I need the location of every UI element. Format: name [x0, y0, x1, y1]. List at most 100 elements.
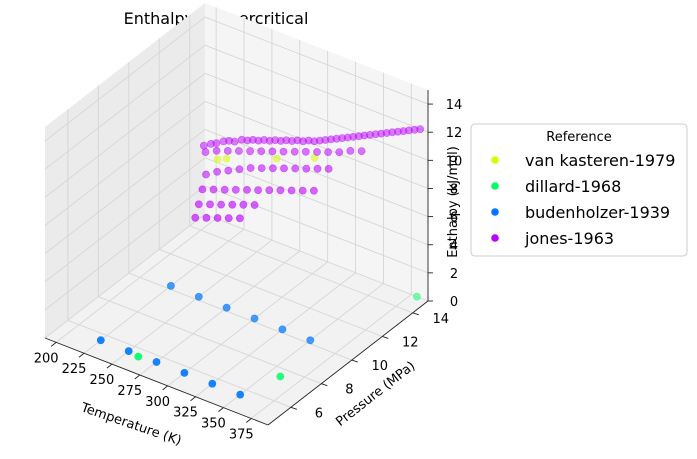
z-tick-label: 14	[446, 98, 463, 113]
data-point-jones-1963	[228, 200, 237, 209]
data-point-dillard-1968	[412, 292, 421, 301]
z-grid-line	[44, 213, 206, 339]
data-point-jones-1963	[191, 213, 200, 222]
floor-pane	[45, 214, 428, 425]
legend-title: Reference	[546, 130, 611, 145]
z-tick-label: 12	[446, 126, 463, 141]
data-point-jones-1963	[212, 146, 221, 155]
data-point-jones-1963	[217, 200, 225, 209]
data-points	[96, 125, 425, 399]
z-grid-line	[44, 101, 206, 226]
z-grid-line	[204, 16, 429, 105]
data-point-budenholzer-1939	[306, 336, 315, 345]
legend-label-van-kasteren-1979: van kasteren-1979	[525, 151, 675, 170]
z-tick-label: 2	[450, 267, 458, 282]
z-grid-line	[204, 213, 429, 302]
x-tick-mark	[245, 418, 252, 423]
z-grid-line	[204, 72, 429, 161]
data-point-jones-1963	[209, 185, 218, 194]
x-grid-line	[167, 261, 328, 387]
data-point-jones-1963	[301, 147, 310, 156]
x-tick-mark	[190, 396, 196, 402]
x-tick-label: 300	[145, 395, 170, 410]
data-point-jones-1963	[206, 200, 214, 209]
data-point-budenholzer-1939	[194, 292, 203, 301]
data-point-jones-1963	[276, 186, 285, 195]
z-grid-line	[44, 72, 206, 198]
data-point-jones-1963	[220, 185, 229, 194]
data-point-jones-1963	[313, 164, 322, 173]
data-point-budenholzer-1939	[278, 325, 287, 334]
legend-label-budenholzer-1939: budenholzer-1939	[525, 203, 670, 222]
data-point-jones-1963	[324, 164, 333, 173]
data-point-budenholzer-1939	[222, 303, 231, 312]
data-point-budenholzer-1939	[180, 368, 189, 377]
y-tick-mark	[351, 359, 358, 363]
data-point-jones-1963	[235, 165, 244, 174]
data-point-budenholzer-1939	[152, 358, 161, 366]
data-point-jones-1963	[291, 164, 300, 173]
data-point-budenholzer-1939	[250, 314, 259, 323]
data-point-van-kasteren-1979	[272, 154, 281, 163]
data-point-dillard-1968	[134, 352, 143, 361]
y-tick-mark	[290, 406, 297, 410]
y-grid-line	[189, 225, 413, 314]
data-point-jones-1963	[212, 139, 221, 148]
data-point-jones-1963	[302, 164, 311, 173]
data-point-jones-1963	[416, 125, 425, 134]
data-point-jones-1963	[202, 170, 210, 179]
data-point-jones-1963	[298, 186, 307, 195]
y-tick-label: 6	[315, 406, 323, 421]
tick-labels: 2002252502753003253503756810121402468101…	[34, 98, 463, 442]
data-point-jones-1963	[279, 147, 288, 156]
x-tick-mark	[50, 341, 57, 347]
legend-label-dillard-1968: dillard-1968	[525, 177, 621, 196]
z-tick-label: 4	[450, 239, 458, 254]
z-tick-label: 6	[450, 211, 458, 226]
data-point-jones-1963	[250, 201, 259, 209]
data-point-jones-1963	[246, 164, 255, 172]
y-axis-line	[267, 300, 429, 426]
z-grid-line	[204, 185, 429, 274]
data-point-jones-1963	[324, 148, 332, 156]
data-point-jones-1963	[224, 214, 233, 223]
y-tick-label: 8	[345, 383, 353, 398]
data-point-jones-1963	[198, 185, 207, 194]
z-grid-line	[44, 129, 206, 254]
z-tick-label: 8	[450, 182, 458, 197]
legend-frame	[470, 123, 688, 257]
z-grid-line	[44, 16, 206, 142]
z-grid-line	[44, 185, 206, 311]
data-point-jones-1963	[268, 147, 277, 156]
x-tick-mark	[218, 407, 224, 412]
data-point-jones-1963	[280, 164, 288, 173]
y-grid-line	[67, 319, 292, 408]
z-grid-line	[44, 157, 206, 283]
x-grid-line	[195, 272, 356, 398]
data-point-jones-1963	[243, 185, 251, 194]
data-point-jones-1963	[239, 200, 248, 209]
legend: Reference van kasteren-1979 dillard-1968 b…	[470, 123, 688, 257]
y-tick-label: 12	[402, 335, 419, 350]
legend-marker-budenholzer-1939	[491, 208, 499, 216]
data-point-jones-1963	[224, 166, 233, 175]
grid-lines	[44, 7, 429, 419]
x-grid-line	[55, 217, 217, 343]
data-point-jones-1963	[231, 185, 240, 194]
z-grid-line	[204, 44, 429, 133]
x-tick-label: 325	[173, 406, 198, 421]
data-point-jones-1963	[335, 148, 344, 157]
data-point-jones-1963	[346, 146, 355, 155]
data-point-budenholzer-1939	[166, 281, 175, 290]
x-tick-label: 250	[89, 373, 114, 388]
x-tick-mark	[106, 363, 113, 369]
y-grid-line	[128, 272, 352, 361]
y-grid-line	[98, 296, 322, 385]
y-tick-label: 10	[372, 359, 389, 374]
y-tick-label: 14	[432, 312, 449, 327]
data-point-jones-1963	[287, 186, 296, 195]
data-point-jones-1963	[246, 147, 254, 156]
axis-lines	[44, 90, 429, 426]
legend-marker-jones-1963	[491, 234, 499, 242]
